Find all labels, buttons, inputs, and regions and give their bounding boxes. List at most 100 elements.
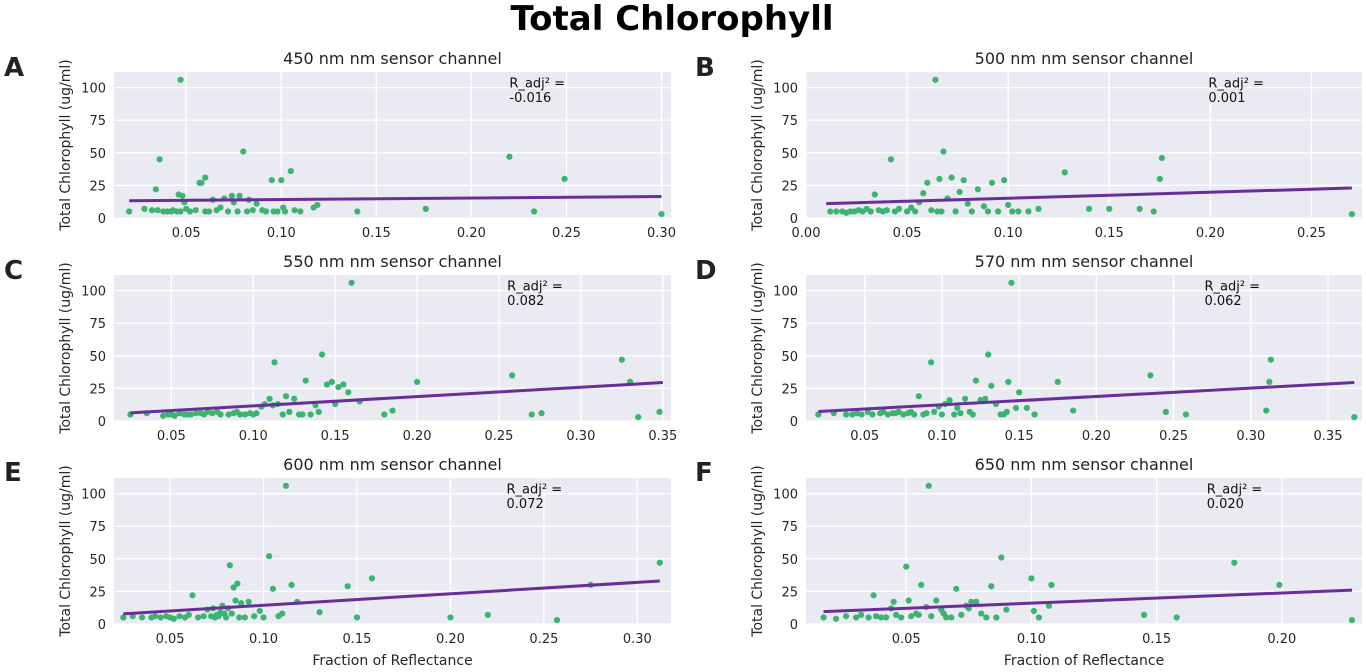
data-point [1009, 208, 1016, 215]
data-point [281, 208, 289, 215]
data-point [932, 76, 939, 83]
x-tick-label: 0.10 [267, 226, 296, 241]
y-tick-label: 50 [89, 147, 106, 162]
data-point [1231, 559, 1238, 566]
x-axis-label: Fraction of Reflectance [312, 653, 472, 669]
data-point [389, 407, 396, 414]
y-tick-label: 0 [98, 212, 106, 227]
data-point [413, 378, 421, 385]
data-point [299, 411, 306, 418]
y-tick-label: 100 [81, 488, 106, 503]
y-tick-label: 0 [98, 415, 106, 430]
data-point [1012, 404, 1020, 412]
data-point [230, 584, 237, 591]
data-point [938, 411, 946, 418]
regression-line [826, 186, 1352, 206]
y-axis-label: Total Chlorophyll (ug/ml) [750, 262, 766, 434]
x-tick-label: 0.20 [1196, 226, 1225, 241]
data-point [1061, 169, 1068, 176]
data-point [903, 563, 910, 570]
data-point [931, 408, 938, 415]
y-tick-label: 75 [781, 520, 798, 535]
data-point [189, 592, 196, 599]
data-point [887, 156, 895, 163]
data-point [345, 389, 352, 396]
r-squared-annotation: R_adj² = [507, 280, 563, 295]
data-point [245, 598, 252, 605]
x-tick-label: 0.15 [321, 429, 350, 444]
data-point [348, 279, 355, 286]
y-axis-label: Total Chlorophyll (ug/ml) [750, 59, 766, 231]
x-tick-label: 0.05 [850, 429, 879, 444]
data-point [381, 411, 388, 418]
y-tick-label: 50 [781, 350, 798, 365]
x-tick-label: 0.15 [1142, 632, 1171, 647]
data-point [154, 207, 161, 214]
data-point [226, 562, 233, 569]
data-point [170, 615, 177, 622]
data-point [256, 607, 263, 615]
r-squared-annotation: 0.082 [507, 294, 544, 309]
data-point [1045, 602, 1053, 609]
data-point [314, 201, 321, 209]
data-point [192, 410, 200, 417]
x-tick-label: 0.00 [792, 226, 821, 241]
data-point [266, 553, 273, 560]
data-point [968, 598, 975, 605]
regression-line [130, 381, 663, 415]
data-point [1015, 208, 1022, 215]
data-point [528, 411, 535, 418]
y-tick-label: 75 [89, 520, 106, 535]
data-point [126, 208, 133, 215]
data-point [200, 613, 207, 620]
y-axis-label: Total Chlorophyll (ug/ml) [58, 465, 74, 637]
data-point [928, 613, 935, 620]
data-point [980, 203, 988, 210]
x-axis-label: Fraction of Reflectance [1004, 653, 1164, 669]
panel-letter: F [695, 458, 713, 488]
data-point [920, 190, 927, 197]
data-point [656, 559, 663, 566]
y-tick-label: 0 [790, 618, 798, 633]
r-squared-annotation: -0.016 [509, 91, 551, 106]
y-tick-label: 50 [89, 350, 106, 365]
y-tick-label: 50 [89, 553, 106, 568]
data-point [506, 153, 513, 160]
x-tick-label: 0.05 [172, 226, 201, 241]
data-point [958, 611, 965, 618]
panel-title: 650 nm nm sensor channel [975, 455, 1194, 474]
data-point [1001, 177, 1008, 184]
data-point [274, 208, 281, 215]
x-tick-label: 0.10 [239, 429, 268, 444]
panel-letter: B [695, 53, 715, 83]
data-point [827, 208, 834, 215]
panel-title: 500 nm nm sensor channel [975, 49, 1194, 68]
data-point [978, 610, 985, 617]
data-point [951, 411, 958, 418]
y-tick-label: 25 [781, 382, 798, 397]
data-point [269, 585, 276, 592]
data-point [928, 359, 935, 366]
data-point [228, 610, 235, 617]
data-point [447, 614, 454, 621]
data-point [278, 177, 285, 184]
x-tick-label: 0.05 [893, 226, 922, 241]
data-point [1136, 205, 1143, 212]
data-point [933, 597, 940, 604]
y-tick-label: 25 [781, 179, 798, 194]
y-axis-label: Total Chlorophyll (ug/ml) [58, 59, 74, 231]
data-point [1030, 607, 1038, 615]
data-point [833, 208, 840, 215]
data-point [217, 411, 224, 418]
plot-background [114, 478, 671, 624]
data-point [873, 613, 880, 620]
data-point [1348, 210, 1355, 218]
data-point [553, 616, 561, 624]
panel-letter: C [4, 256, 23, 286]
y-axis-label: Total Chlorophyll (ug/ml) [750, 465, 766, 637]
data-point [1156, 175, 1163, 182]
data-point [852, 614, 860, 621]
data-point [1263, 407, 1270, 414]
data-point [152, 613, 159, 620]
